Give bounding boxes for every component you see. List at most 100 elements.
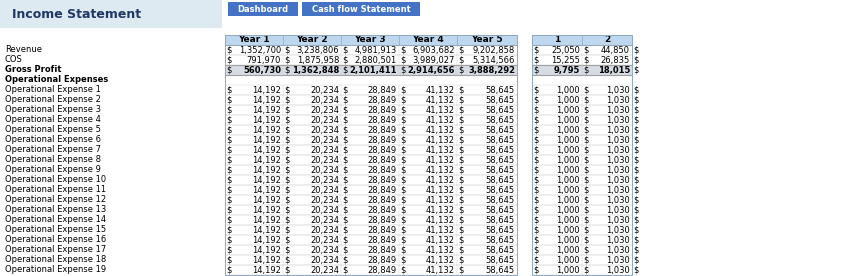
- Text: Operational Expense 11: Operational Expense 11: [5, 185, 106, 195]
- Text: $: $: [285, 55, 290, 65]
- Text: 1,030: 1,030: [606, 216, 630, 224]
- Text: 14,192: 14,192: [252, 225, 281, 235]
- Text: $: $: [583, 245, 589, 254]
- Text: 5,314,566: 5,314,566: [473, 55, 515, 65]
- Text: 1,030: 1,030: [606, 206, 630, 214]
- Text: $: $: [583, 136, 589, 145]
- Text: $: $: [343, 115, 348, 124]
- Text: 41,132: 41,132: [426, 206, 455, 214]
- Bar: [532, 105, 632, 115]
- Text: $: $: [226, 145, 232, 155]
- Text: $: $: [458, 46, 464, 54]
- Text: 560,730: 560,730: [243, 65, 281, 75]
- Text: 2,880,501: 2,880,501: [354, 55, 397, 65]
- Text: 1,000: 1,000: [557, 115, 580, 124]
- Text: 1,030: 1,030: [606, 126, 630, 134]
- Text: 58,645: 58,645: [486, 145, 515, 155]
- Text: 28,849: 28,849: [368, 136, 397, 145]
- Text: $: $: [633, 136, 639, 145]
- Text: 28,849: 28,849: [368, 155, 397, 164]
- Text: 1,000: 1,000: [557, 105, 580, 115]
- Text: $: $: [285, 136, 290, 145]
- Text: Operational Expense 4: Operational Expense 4: [5, 115, 101, 124]
- Text: 791,970: 791,970: [246, 55, 281, 65]
- Text: 1,000: 1,000: [557, 155, 580, 164]
- Text: $: $: [458, 206, 464, 214]
- Text: $: $: [458, 136, 464, 145]
- Text: $: $: [400, 195, 405, 205]
- Text: $: $: [534, 235, 539, 245]
- Text: 41,132: 41,132: [426, 145, 455, 155]
- Text: $: $: [226, 95, 232, 105]
- Text: Operational Expense 14: Operational Expense 14: [5, 216, 106, 224]
- Text: $: $: [583, 86, 589, 94]
- Text: 1,000: 1,000: [557, 216, 580, 224]
- Text: 58,645: 58,645: [486, 216, 515, 224]
- Text: $: $: [226, 55, 232, 65]
- Text: 1,000: 1,000: [557, 145, 580, 155]
- Text: 58,645: 58,645: [486, 155, 515, 164]
- Text: $: $: [534, 155, 539, 164]
- Text: $: $: [583, 126, 589, 134]
- Bar: [228, 2, 298, 16]
- Text: $: $: [400, 245, 405, 254]
- Text: $: $: [633, 105, 639, 115]
- Bar: [532, 65, 632, 75]
- Text: 41,132: 41,132: [426, 166, 455, 174]
- Text: 1,000: 1,000: [557, 245, 580, 254]
- Text: 1,030: 1,030: [606, 166, 630, 174]
- Text: $: $: [534, 105, 539, 115]
- Text: $: $: [400, 166, 405, 174]
- Text: Operational Expense 1: Operational Expense 1: [5, 86, 101, 94]
- Text: 1,030: 1,030: [606, 266, 630, 275]
- Text: $: $: [343, 145, 348, 155]
- Text: $: $: [343, 185, 348, 195]
- Text: $: $: [633, 126, 639, 134]
- Bar: [532, 195, 632, 205]
- Text: 1,030: 1,030: [606, 225, 630, 235]
- Text: 41,132: 41,132: [426, 225, 455, 235]
- Text: $: $: [226, 86, 232, 94]
- Text: 41,132: 41,132: [426, 185, 455, 195]
- Text: 41,132: 41,132: [426, 195, 455, 205]
- Text: 6,903,682: 6,903,682: [412, 46, 455, 54]
- Text: 41,132: 41,132: [426, 126, 455, 134]
- Text: Operational Expense 2: Operational Expense 2: [5, 95, 101, 105]
- Text: 20,234: 20,234: [310, 126, 339, 134]
- Text: $: $: [343, 245, 348, 254]
- Text: $: $: [633, 86, 639, 94]
- Text: $: $: [458, 155, 464, 164]
- Text: Operational Expense 15: Operational Expense 15: [5, 225, 106, 235]
- Bar: [225, 235, 517, 245]
- Bar: [532, 245, 632, 255]
- Text: 58,645: 58,645: [486, 225, 515, 235]
- Text: $: $: [534, 176, 539, 184]
- Text: 28,849: 28,849: [368, 256, 397, 264]
- Text: $: $: [226, 225, 232, 235]
- Text: Operational Expense 17: Operational Expense 17: [5, 245, 106, 254]
- Text: Operational Expense 9: Operational Expense 9: [5, 166, 101, 174]
- Bar: [532, 95, 632, 105]
- Text: 58,645: 58,645: [486, 235, 515, 245]
- Text: 58,645: 58,645: [486, 126, 515, 134]
- Bar: [225, 125, 517, 135]
- Text: $: $: [458, 245, 464, 254]
- Text: $: $: [633, 176, 639, 184]
- Text: 1,000: 1,000: [557, 225, 580, 235]
- Text: 1,000: 1,000: [557, 266, 580, 275]
- Text: 28,849: 28,849: [368, 86, 397, 94]
- Text: 20,234: 20,234: [310, 105, 339, 115]
- Text: 14,192: 14,192: [252, 176, 281, 184]
- Text: $: $: [458, 266, 464, 275]
- Text: $: $: [633, 245, 639, 254]
- Text: 58,645: 58,645: [486, 136, 515, 145]
- Text: 1,030: 1,030: [606, 195, 630, 205]
- Text: $: $: [458, 145, 464, 155]
- Bar: [532, 225, 632, 235]
- Text: $: $: [226, 166, 232, 174]
- Text: $: $: [583, 176, 589, 184]
- Text: $: $: [458, 195, 464, 205]
- Text: $: $: [343, 86, 348, 94]
- Text: $: $: [226, 195, 232, 205]
- Text: 3,989,027: 3,989,027: [412, 55, 455, 65]
